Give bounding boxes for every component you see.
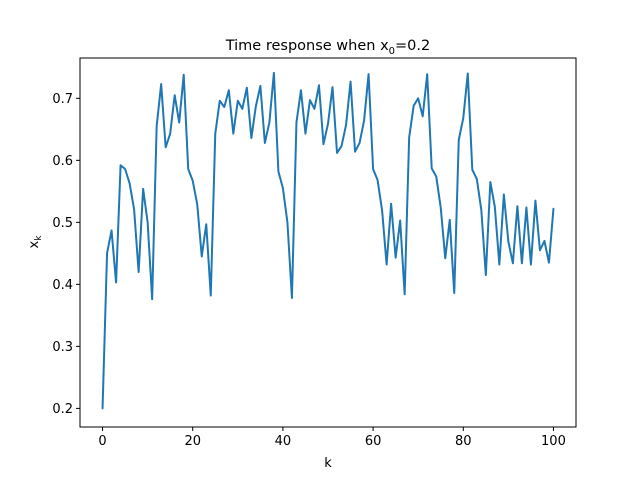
chart-title-main: Time response when x bbox=[225, 38, 389, 54]
y-tick-label: 0.5 bbox=[52, 216, 73, 231]
x-tick-label: 20 bbox=[184, 434, 201, 449]
x-tick-label: 60 bbox=[365, 434, 382, 449]
chart-title-suffix: =0.2 bbox=[395, 38, 430, 54]
ticks-layer: 0 20 40 60 80 100 0.2 0.3 0.4 0.5 0.6 0.7 bbox=[52, 92, 566, 449]
y-tick-label: 0.3 bbox=[52, 340, 73, 355]
y-tick-label: 0.6 bbox=[52, 154, 73, 169]
chart-title-subscript: 0 bbox=[389, 46, 395, 57]
x-tick-label: 100 bbox=[541, 434, 566, 449]
y-tick-label: 0.4 bbox=[52, 278, 73, 293]
x-tick-label: 0 bbox=[98, 434, 106, 449]
series-layer bbox=[101, 71, 555, 410]
chart-title: Time response when x0=0.2 bbox=[225, 38, 431, 57]
series-line bbox=[101, 71, 555, 410]
y-tick-label: 0.7 bbox=[52, 92, 73, 107]
y-axis-label: xk bbox=[27, 235, 44, 249]
y-axis-label-main: x bbox=[27, 240, 42, 248]
y-axis-label-subscript: k bbox=[34, 235, 44, 241]
axes-frame bbox=[79, 57, 577, 428]
x-axis-label: k bbox=[324, 456, 332, 471]
y-tick-label: 0.2 bbox=[52, 402, 73, 417]
x-tick-label: 40 bbox=[275, 434, 292, 449]
x-tick-label: 80 bbox=[455, 434, 472, 449]
